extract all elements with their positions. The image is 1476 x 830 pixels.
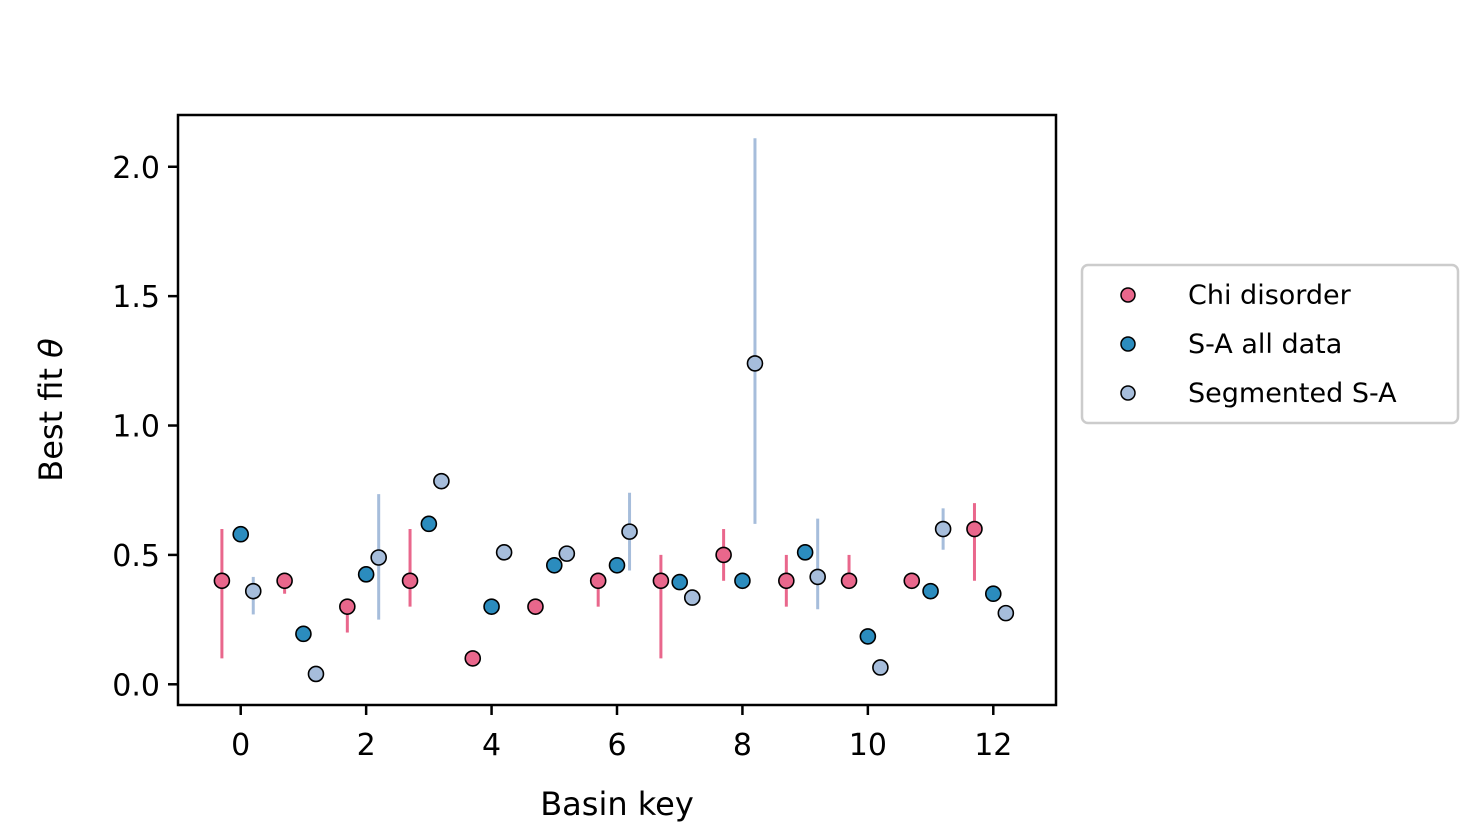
segmented-s-a-point [558, 545, 576, 562]
segmented-s-a-point [872, 659, 889, 676]
y-tick-label: 2.0 [112, 151, 160, 186]
s-a-all-data-point [357, 566, 375, 583]
chi-disorder-point [401, 572, 419, 590]
x-tick-label: 2 [357, 728, 376, 763]
x-tick-label: 10 [849, 728, 887, 763]
segmented-s-a-point [746, 355, 764, 372]
chi-disorder-point [966, 520, 983, 538]
plot-area-frame [176, 113, 1058, 707]
legend: Chi disorder S-A all data Segmented S-A [1080, 263, 1460, 425]
y-axis-label-symbol: θ [32, 338, 70, 358]
legend-marker-s-a-all-data [1120, 336, 1136, 352]
s-a-all-data-point [608, 556, 626, 574]
legend-label-s-a-all-data: S-A all data [1188, 329, 1342, 360]
y-tick-label: 0.0 [112, 668, 160, 703]
s-a-all-data-point [859, 628, 877, 645]
x-tick-label: 12 [974, 728, 1012, 763]
x-tick-label: 8 [733, 728, 752, 763]
y-axis-label-text: Best fit [32, 358, 70, 482]
s-a-all-data-point [984, 585, 1002, 603]
chi-disorder-point [527, 598, 544, 615]
chi-disorder-point [778, 572, 795, 590]
segmented-s-a-point [244, 582, 262, 600]
s-a-all-data-point [295, 625, 312, 643]
segmented-s-a-point [683, 589, 701, 606]
segmented-s-a-point [809, 568, 826, 586]
legend-box [1080, 263, 1460, 425]
s-a-all-data-point [232, 525, 250, 543]
segmented-s-a-point [370, 549, 387, 566]
legend-marker-segmented-s-a [1120, 385, 1136, 401]
chi-disorder-point [213, 572, 231, 590]
legend-label-chi-disorder: Chi disorder [1188, 280, 1352, 311]
y-axis-ticks: 0.0 0.5 1.0 1.5 2.0 [112, 151, 178, 703]
x-tick-label: 6 [607, 728, 626, 763]
x-tick-label: 4 [482, 728, 501, 763]
chi-disorder-point [840, 572, 858, 590]
chi-disorder-point [589, 572, 607, 590]
x-tick-label: 0 [231, 728, 250, 763]
chi-disorder-point [339, 598, 356, 615]
y-tick-label: 1.0 [112, 410, 160, 445]
chi-disorder-point [276, 572, 293, 590]
segmented-s-a-point [934, 520, 952, 538]
s-a-all-data-point [420, 515, 438, 533]
segmented-s-a-point [997, 604, 1015, 622]
s-a-all-data-point [671, 573, 689, 591]
chi-disorder-point [464, 650, 482, 667]
y-axis-label: Best fit θ [32, 338, 70, 481]
s-a-all-data-point [545, 556, 563, 574]
s-a-all-data-point [796, 544, 814, 561]
x-axis-label: Basin key [540, 785, 694, 823]
s-a-all-data-point [922, 582, 939, 600]
s-a-all-data-point [734, 572, 751, 590]
y-tick-label: 0.5 [112, 539, 160, 574]
x-axis-ticks: 0 2 4 6 8 10 12 [231, 705, 1012, 763]
segmented-s-a-point [307, 665, 325, 683]
segmented-s-a-point [621, 523, 638, 540]
chi-disorder-point [652, 572, 670, 590]
data-points [213, 355, 1015, 683]
segmented-s-a-point [495, 544, 513, 561]
y-tick-label: 1.5 [112, 280, 160, 315]
segmented-s-a-point [433, 472, 450, 490]
legend-marker-chi-disorder [1120, 287, 1136, 303]
chi-disorder-point [715, 546, 732, 564]
chi-disorder-point [903, 572, 921, 590]
legend-label-segmented-s-a: Segmented S-A [1188, 378, 1397, 409]
s-a-all-data-point [483, 598, 500, 615]
